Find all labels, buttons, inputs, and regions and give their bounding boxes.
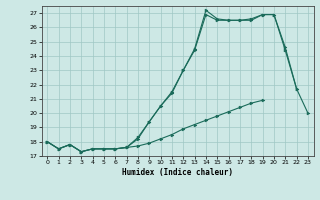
X-axis label: Humidex (Indice chaleur): Humidex (Indice chaleur) [122, 168, 233, 177]
